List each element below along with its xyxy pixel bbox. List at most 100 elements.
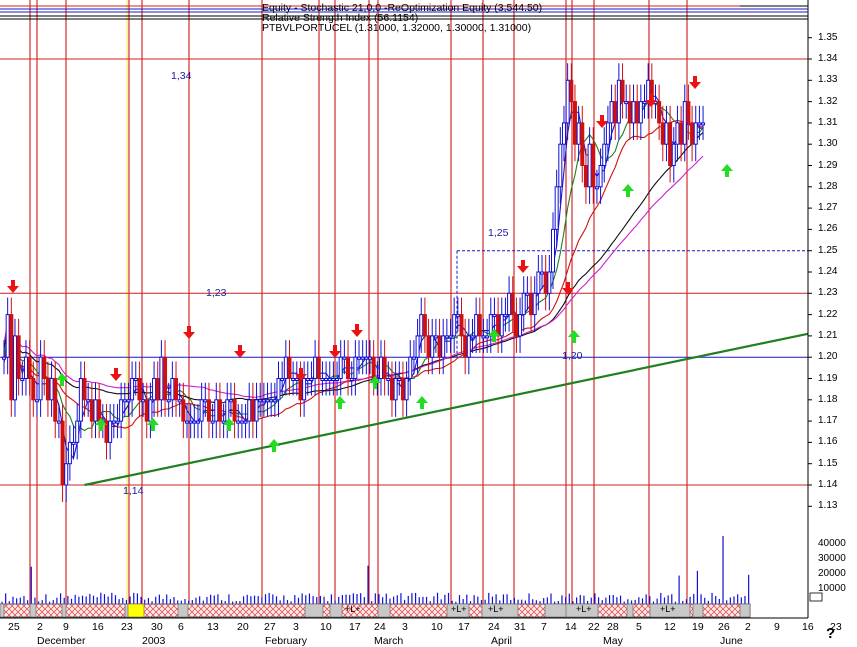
price-bar-body [166, 399, 171, 403]
calendar-cell [61, 603, 67, 618]
price-bar-body [163, 356, 168, 401]
price-bar-body [532, 292, 537, 316]
price-bar-body [679, 122, 684, 145]
price-bar-body [280, 378, 285, 381]
price-bar-body [525, 292, 530, 296]
lplus-marker: +L+ [488, 604, 504, 614]
sell-arrow [517, 260, 529, 273]
price-bar-body [540, 271, 545, 275]
lplus-marker: +L+ [345, 604, 361, 614]
price-bar-body [518, 314, 523, 337]
price-bar-body [547, 271, 552, 294]
price-bar-body [371, 356, 376, 380]
sell-arrow [645, 94, 657, 107]
price-bar-body [203, 399, 208, 403]
price-bar-body [613, 101, 618, 124]
price-bar-body [441, 335, 446, 358]
price-bar-body [664, 122, 669, 145]
price-bar-body [42, 356, 47, 380]
price-bar-body [452, 314, 457, 337]
price-bar-body [499, 314, 504, 337]
price-bar-body [701, 122, 706, 126]
help-question-mark[interactable]: ? [826, 625, 836, 642]
sell-arrow [689, 76, 701, 89]
price-bar-body [34, 399, 39, 403]
price-bar-body [470, 335, 475, 339]
price-bar-body [389, 378, 394, 401]
price-bar-body [419, 314, 424, 337]
price-bar-body [309, 378, 314, 381]
date-day-label: 6 [178, 621, 184, 633]
price-bar-body [239, 420, 244, 424]
price-bar-body [130, 378, 135, 401]
calendar-cell-current [127, 603, 145, 618]
calendar-cell [544, 603, 568, 618]
price-bar-body [67, 441, 72, 465]
volume-tick-label: 10000 [818, 582, 846, 594]
price-bar-body [20, 378, 25, 381]
price-bar-body [305, 378, 310, 381]
price-bar-body [357, 356, 362, 360]
date-day-label: 2 [37, 621, 43, 633]
price-bar-body [313, 356, 318, 380]
sell-arrow [562, 282, 574, 295]
price-bar-body [60, 420, 65, 486]
calendar-cell [649, 603, 691, 618]
price-bar-body [602, 143, 607, 166]
price-bar-body [624, 101, 629, 105]
date-day-label: 26 [718, 621, 730, 633]
price-bar-body [291, 378, 296, 381]
price-bar-body [360, 356, 365, 360]
date-day-label: 24 [374, 621, 386, 633]
date-day-label: 12 [664, 621, 676, 633]
price-bar-body [448, 335, 453, 339]
price-bar-body [569, 79, 574, 103]
sell-arrow [234, 345, 246, 358]
price-tick-label: 1.31 [818, 116, 838, 128]
price-bar-body [210, 420, 215, 424]
buy-arrow [416, 396, 428, 409]
price-bar-body [492, 314, 497, 318]
price-bar-body [503, 314, 508, 318]
price-bar-body [422, 314, 427, 337]
price-bar-body [27, 356, 32, 380]
vertical-event-lines [29, 0, 688, 604]
sell-arrow [329, 345, 341, 358]
price-bar-body [217, 399, 222, 422]
date-day-label: 20 [237, 621, 249, 633]
buy-arrow [56, 373, 68, 386]
price-bar-body [236, 420, 241, 424]
sell-arrow [596, 115, 608, 128]
price-bar-body [335, 378, 340, 381]
price-bar-body [23, 356, 28, 380]
price-tick-label: 1.15 [818, 457, 838, 469]
header-rsi: Relative Strength Index (56.1154) [262, 12, 419, 24]
buy-arrow [223, 418, 235, 431]
price-bar-body [368, 356, 372, 360]
date-day-label: 16 [802, 621, 814, 633]
price-bar-body [302, 378, 307, 401]
price-bar-body [463, 335, 468, 358]
price-bar-body [426, 335, 431, 358]
header-equity: Equity - Stochastic 21,0,0 -ReOptimizati… [262, 2, 543, 14]
price-bar-body [294, 378, 299, 381]
horizontal-level-lines [0, 58, 808, 486]
price-bars [2, 63, 706, 503]
date-day-label: 17 [458, 621, 470, 633]
price-bar-body [327, 378, 332, 381]
price-bar-body [598, 165, 603, 188]
buy-arrow [488, 329, 500, 342]
price-tick-label: 1.23 [818, 287, 838, 299]
calendar-cell [446, 603, 470, 618]
date-month-label: 2003 [142, 635, 166, 647]
date-day-label: 19 [692, 621, 704, 633]
price-bar-body [554, 186, 559, 230]
price-bar-body [283, 356, 288, 380]
price-bar-body [49, 378, 54, 401]
price-bar-body [324, 378, 329, 381]
price-tick-label: 1.20 [818, 351, 838, 363]
price-bar-body [536, 271, 541, 294]
price-tick-label: 1.13 [818, 500, 838, 512]
price-bar-body [56, 420, 61, 424]
price-bar-body [287, 356, 292, 380]
